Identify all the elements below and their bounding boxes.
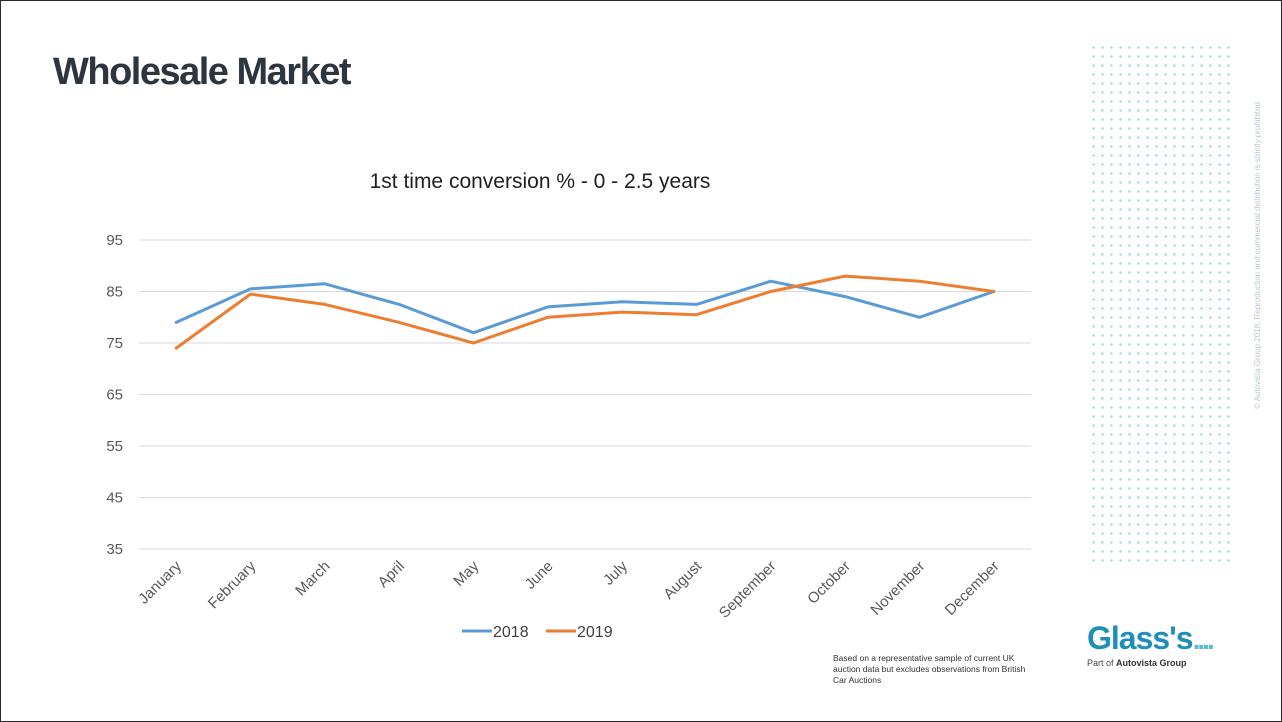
y-axis: 35 45 55 65 75 85 95 [106, 232, 123, 558]
series-line-2018 [174, 279, 996, 335]
copyright-notice: © Autovista Group 2018. Reproduction and… [1253, 41, 1265, 601]
x-tick-label: August [660, 557, 706, 603]
x-tick-label: July [600, 557, 631, 588]
x-tick-label: January [135, 557, 185, 607]
y-tick-label: 45 [106, 490, 123, 507]
chart-legend: 2018 2019 [462, 624, 613, 641]
brand-tagline: Part of Autovista Group [1087, 658, 1212, 668]
legend-label-2018: 2018 [493, 624, 529, 641]
brand-logo: Glass's.... Part of Autovista Group [1087, 620, 1215, 668]
x-tick-label: June [522, 558, 557, 593]
x-tick-label: April [375, 558, 408, 591]
x-tick-label: November [867, 558, 928, 619]
x-tick-label: September [716, 558, 780, 622]
brand-tagline-prefix: Part of [1087, 658, 1114, 668]
x-tick-label: October [804, 558, 854, 608]
y-tick-label: 65 [106, 387, 123, 404]
footnote: Based on a representative sample of curr… [833, 653, 1026, 685]
slide-title: Wholesale Market [53, 51, 352, 93]
chart-title: 1st time conversion % - 0 - 2.5 years [370, 170, 711, 193]
chart-series [174, 274, 996, 350]
y-tick-label: 85 [106, 284, 123, 301]
y-tick-label: 75 [106, 335, 123, 352]
x-tick-label: February [205, 557, 260, 612]
y-tick-label: 95 [106, 232, 123, 249]
brand-wordmark: Glass's.... [1087, 620, 1215, 657]
x-tick-label: May [450, 557, 482, 589]
x-tick-label: December [942, 558, 1003, 619]
x-tick-label: March [292, 558, 333, 599]
y-tick-label: 55 [106, 438, 123, 455]
y-tick-label: 35 [106, 541, 123, 558]
chart-gridlines [139, 239, 1031, 550]
x-axis: January February March April May June July Augu… [135, 557, 1002, 621]
copyright-text: © Autovista Group 2018. Reproduction and… [1253, 102, 1262, 409]
brand-name: Glass's [1087, 620, 1194, 656]
legend-label-2019: 2019 [577, 624, 613, 641]
brand-tagline-company: Autovista Group [1116, 658, 1187, 668]
series-line-2019 [174, 274, 996, 350]
brand-dots-icon: .... [1192, 624, 1215, 655]
decorative-dot-pattern [1089, 43, 1235, 565]
